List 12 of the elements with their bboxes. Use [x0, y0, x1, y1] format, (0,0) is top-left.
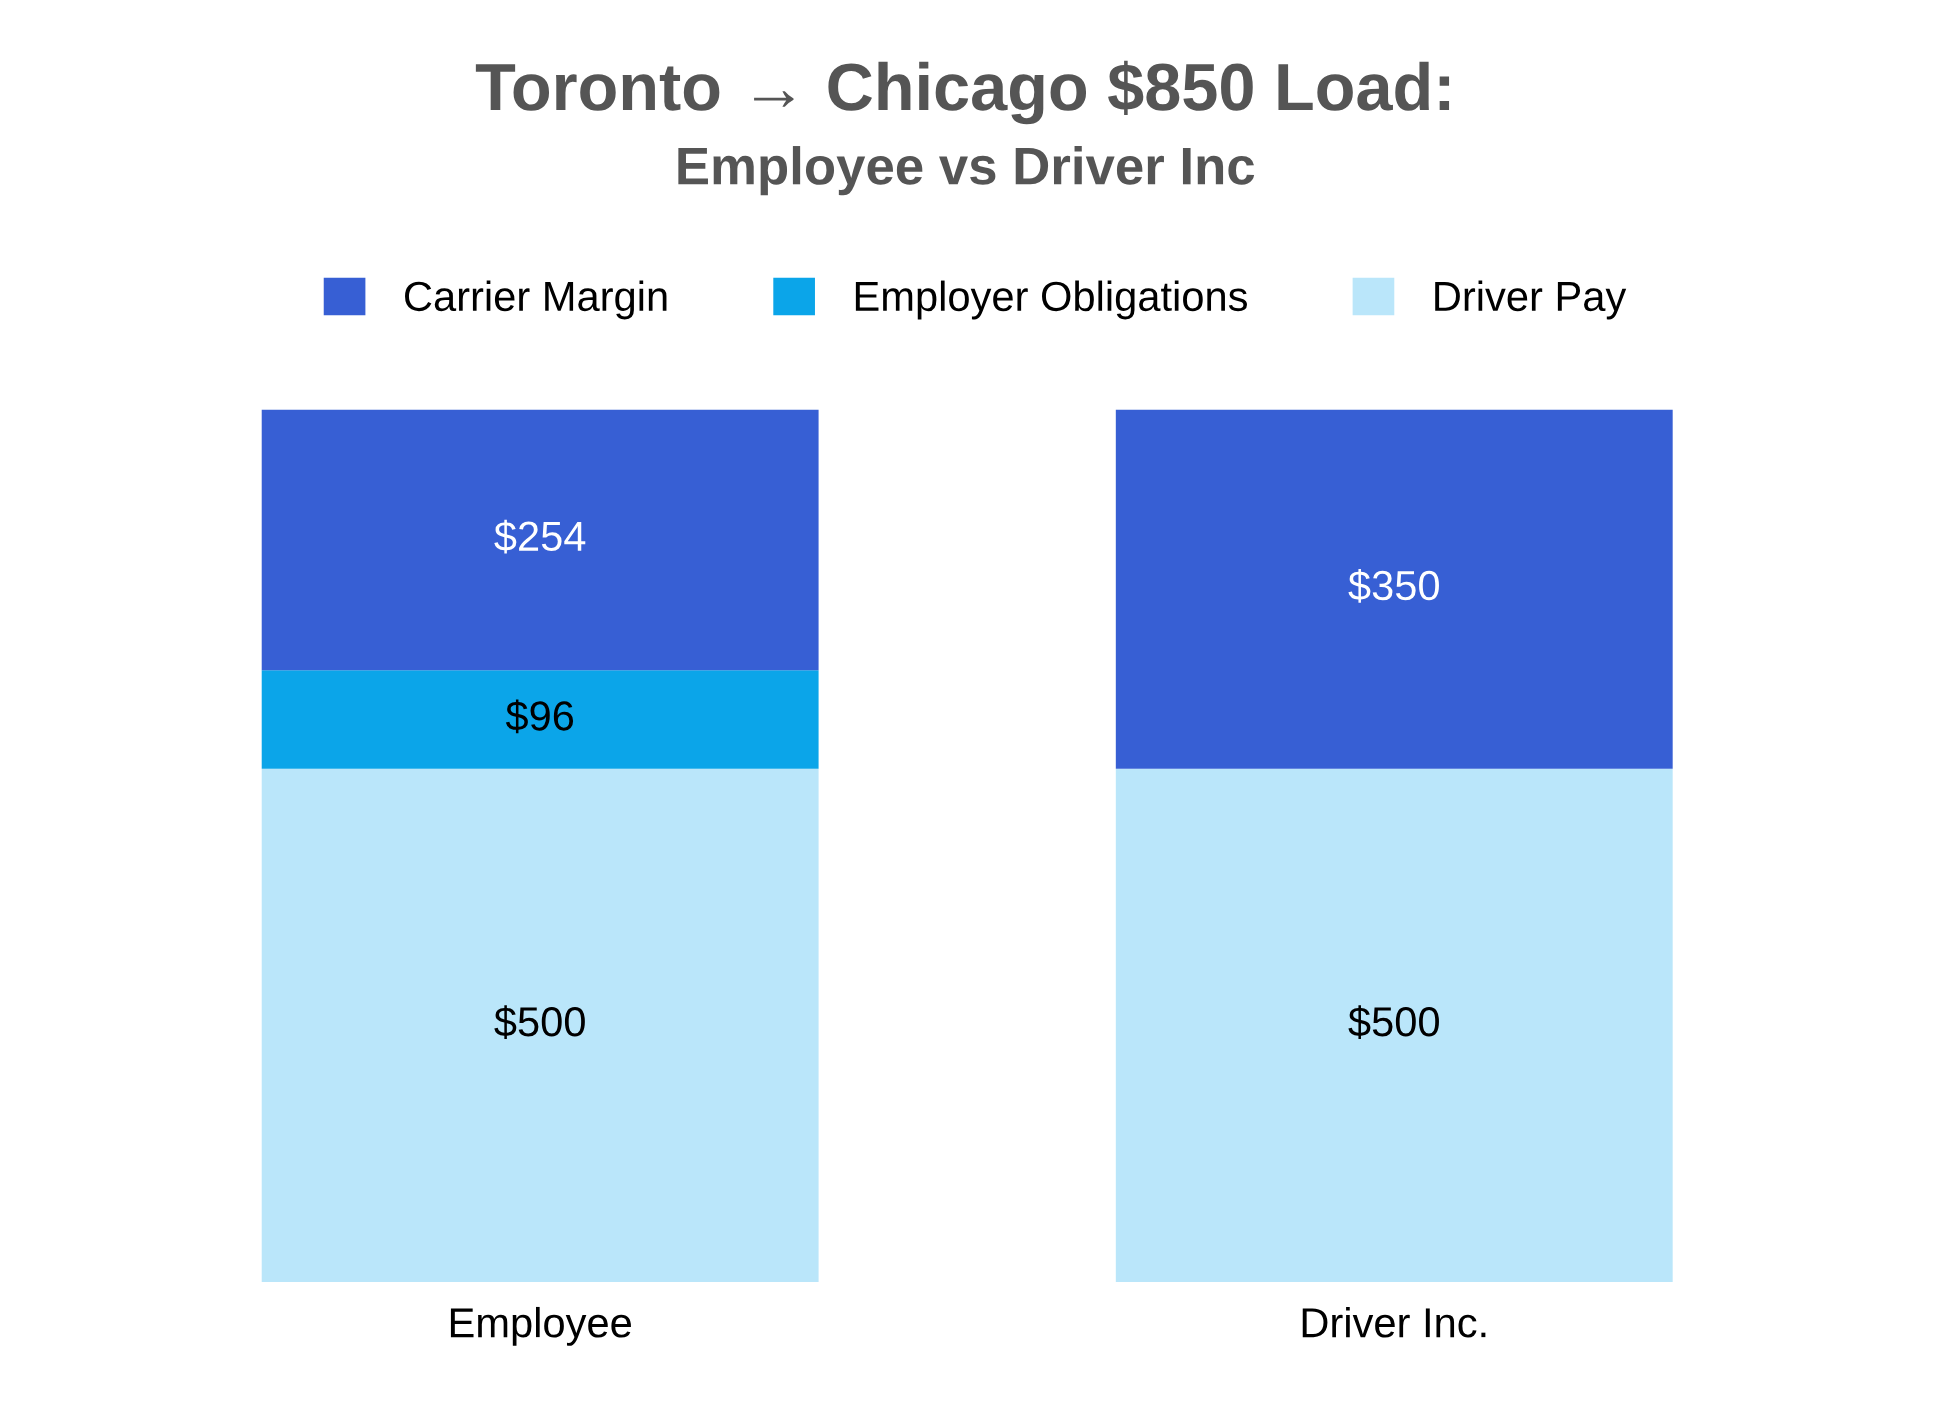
chart-subtitle: Employee vs Driver Inc — [678, 146, 1255, 196]
legend-label: Carrier Margin — [405, 280, 667, 320]
data-label: $500 — [1348, 1005, 1439, 1040]
data-label: $500 — [494, 1005, 585, 1040]
x-tick-label: Employee — [450, 1306, 631, 1346]
legend-label: Driver Pay — [1435, 280, 1627, 320]
legend-label: Employer Obligations — [855, 280, 1247, 320]
data-label: $254 — [494, 519, 586, 554]
chart-title: Toronto → Chicago $850 Load: — [475, 60, 1450, 125]
data-label: $350 — [1348, 569, 1439, 603]
data-label: $96 — [505, 699, 574, 734]
x-tick-label: Driver Inc. — [1302, 1306, 1486, 1338]
